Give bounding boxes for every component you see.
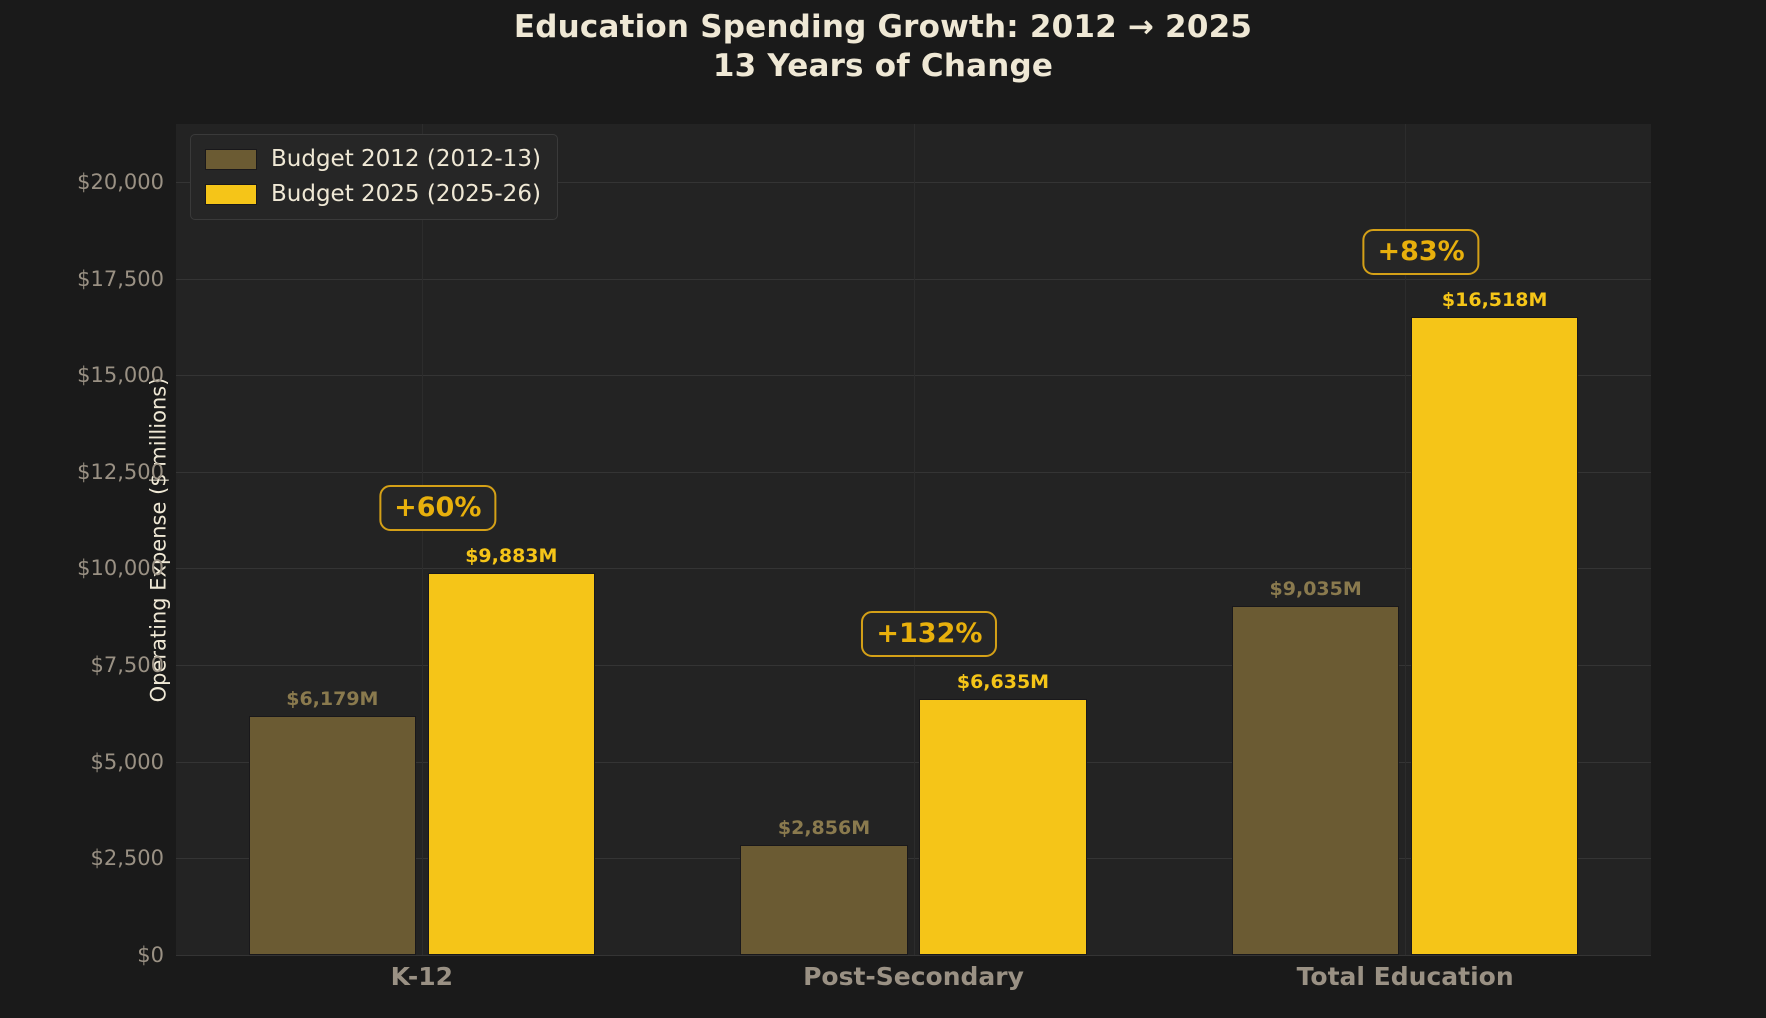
bar-budget-2012 [248,716,416,955]
legend-item[interactable]: Budget 2025 (2025-26) [205,181,541,207]
bar-value-label-2012: $6,179M [286,688,379,711]
chart-title: Education Spending Growth: 2012 → 2025 1… [0,8,1766,86]
growth-annotation-badge: +83% [1362,228,1480,275]
y-axis-tick-label: $7,500 [90,653,164,678]
bar-budget-2025 [919,698,1087,955]
y-axis-label-container: Operating Expense ($ millions) [4,124,170,955]
gridline [176,471,1651,473]
gridline [176,278,1651,280]
bar-budget-2012 [1232,605,1400,955]
gridline [176,955,1651,956]
growth-annotation-badge: +132% [861,610,998,657]
gridline [1405,124,1406,955]
bar-budget-2025 [1411,316,1579,955]
gridline [176,181,1651,183]
legend-swatch-icon [205,183,257,205]
legend-item-label: Budget 2025 (2025-26) [271,181,541,207]
bar-value-label-2025: $16,518M [1441,288,1548,311]
y-axis-tick-label: $17,500 [77,266,164,291]
x-axis-tick-label: Total Education [1296,962,1514,991]
chart-legend: Budget 2012 (2012-13) Budget 2025 (2025-2… [190,134,558,220]
chart-title-line-2: 13 Years of Change [712,48,1054,84]
bar-value-label-2025: $6,635M [956,670,1050,693]
legend-swatch-icon [205,148,257,170]
y-axis-tick-label: $5,000 [90,749,164,774]
plot-area: $6,179M $9,883M $2,856M $6,635M $9,035M $16,5… [176,124,1651,956]
x-axis-tick-label: K-12 [390,962,454,991]
y-axis-tick-label: $12,500 [77,459,164,484]
gridline [176,858,1651,860]
gridline [176,665,1651,667]
y-axis-tick-label: $0 [137,943,164,967]
bar-value-label-2025: $9,883M [465,545,558,567]
bar-value-label-2012: $2,856M [777,816,871,839]
y-axis-tick-label: $10,000 [77,556,164,581]
x-axis-tick-label: Post-Secondary [803,962,1024,991]
y-axis-tick-label: $20,000 [77,169,164,194]
gridline [422,124,423,955]
chart-title-line-1: Education Spending Growth: 2012 → 2025 [513,9,1253,45]
gridline [176,568,1651,570]
gridline [176,761,1651,763]
legend-item-label: Budget 2012 (2012-13) [271,146,541,172]
bar-budget-2025 [427,573,595,955]
gridline [914,124,915,955]
bar-value-label-2012: $9,035M [1269,577,1362,600]
y-axis-tick-label: $15,000 [77,363,164,388]
bar-budget-2012 [740,844,908,955]
growth-annotation-badge: +60% [379,485,497,531]
gridline [176,375,1651,377]
legend-item[interactable]: Budget 2012 (2012-13) [205,146,541,172]
y-axis-tick-label: $2,500 [90,846,164,871]
